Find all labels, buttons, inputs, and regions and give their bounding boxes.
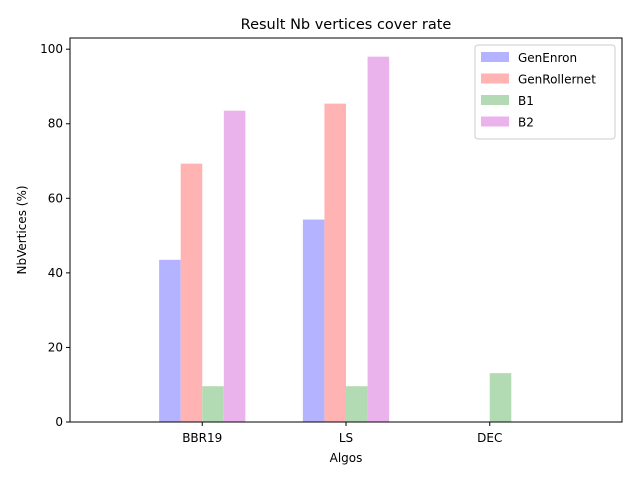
legend-label-b1: B1 xyxy=(518,94,534,108)
bar-genenron-ls xyxy=(302,219,325,422)
legend-swatch-b2 xyxy=(481,116,509,127)
y-axis-label: NbVertices (%) xyxy=(15,185,29,274)
bar-b2-ls xyxy=(367,56,390,422)
x-tick-label: DEC xyxy=(477,431,502,445)
bar-genenron-bbr19 xyxy=(159,259,181,422)
bar-b1-ls xyxy=(346,386,368,422)
x-tick-label: LS xyxy=(339,431,353,445)
bar-genrollernet-bbr19 xyxy=(180,163,203,422)
y-tick-label: 0 xyxy=(55,415,63,429)
x-axis: BBR19 LS DEC xyxy=(182,422,502,445)
legend: GenEnron GenRollernet B1 B2 xyxy=(474,44,616,140)
bar-b1-dec xyxy=(489,373,512,422)
legend-label-genenron: GenEnron xyxy=(518,51,577,65)
chart-title: Result Nb vertices cover rate xyxy=(241,17,452,33)
y-tick-label: 20 xyxy=(48,340,63,354)
legend-swatch-genenron xyxy=(481,52,509,62)
x-axis-label: Algos xyxy=(330,451,363,465)
legend-swatch-genrollernet xyxy=(481,73,509,84)
bar-b2-bbr19 xyxy=(223,110,246,422)
legend-label-genrollernet: GenRollernet xyxy=(518,73,596,87)
x-tick-label: BBR19 xyxy=(182,431,222,445)
y-tick-label: 80 xyxy=(48,117,63,131)
y-axis: 0 20 40 60 80 100 xyxy=(40,42,70,429)
y-tick-label: 40 xyxy=(48,266,63,280)
legend-label-b2: B2 xyxy=(518,116,534,130)
bar-genrollernet-ls xyxy=(324,103,346,422)
bars-group xyxy=(159,56,512,422)
y-tick-label: 100 xyxy=(40,42,63,56)
bar-b1-bbr19 xyxy=(202,386,224,422)
legend-swatch-b1 xyxy=(481,95,509,105)
y-tick-label: 60 xyxy=(48,191,63,205)
legend-frame xyxy=(474,44,616,140)
